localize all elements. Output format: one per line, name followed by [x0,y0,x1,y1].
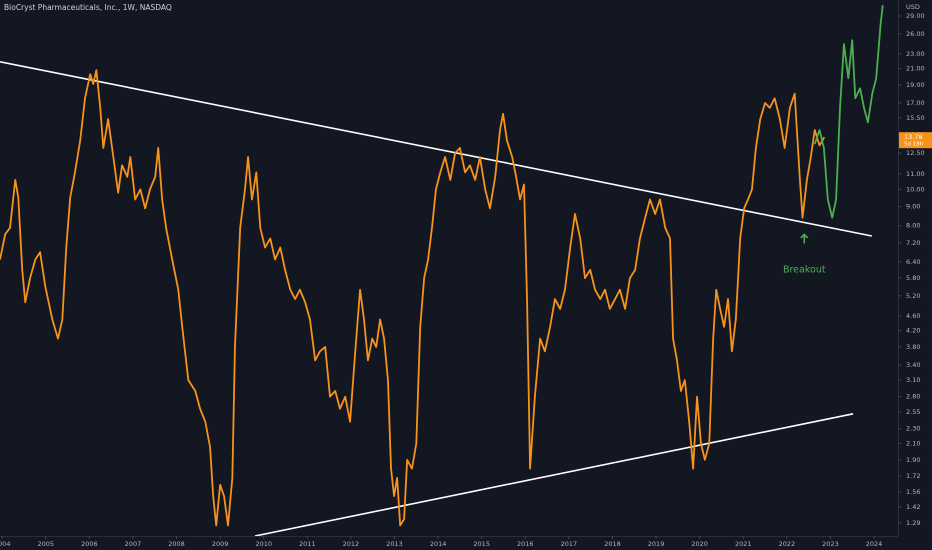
x-tick-label: 2015 [473,540,490,548]
y-unit: USD [906,3,920,11]
chart-title: BioCryst Pharmaceuticals, Inc., 1W, NASD… [4,3,172,12]
y-tick-label: 9.00 [906,203,920,211]
x-tick-label: 2017 [561,540,578,548]
y-tick-label: 7.20 [906,239,920,247]
y-tick-label: 29.00 [906,12,925,20]
x-tick-label: 2004 [0,540,10,548]
x-tick-label: 2012 [343,540,360,548]
x-tick-label: 2021 [735,540,752,548]
x-tick-label: 2018 [604,540,621,548]
y-tick-label: 11.00 [906,170,925,178]
annotation-arrow [800,233,809,244]
x-tick-label: 2009 [212,540,229,548]
x-tick-label: 2024 [866,540,883,548]
y-tick-label: 3.40 [906,361,920,369]
y-tick-label: 10.00 [906,185,925,193]
x-tick-label: 2022 [779,540,796,548]
x-tick-label: 2007 [125,540,142,548]
y-tick-label: 2.10 [906,440,920,448]
price-countdown: 5d 18h [904,142,924,148]
y-tick-label: 2.30 [906,425,920,433]
x-tick-label: 2023 [822,540,839,548]
x-tick-label: 2010 [255,540,272,548]
y-tick-label: 21.00 [906,65,925,73]
y-tick-label: 5.80 [906,274,920,282]
price-label-box [899,132,932,149]
x-tick-label: 2011 [299,540,316,548]
x-tick-label: 2019 [648,540,665,548]
trendline [0,60,872,237]
y-tick-label: 6.40 [906,258,920,266]
y-tick-label: 1.42 [906,503,920,511]
y-tick-label: 2.80 [906,393,920,401]
annotation: Breakout [783,264,826,275]
x-tick-label: 2013 [386,540,403,548]
y-tick-label: 4.60 [906,312,920,320]
x-tick-label: 2016 [517,540,534,548]
x-tick-label: 2005 [37,540,54,548]
y-tick-label: 19.00 [906,81,925,89]
y-tick-label: 4.20 [906,327,920,335]
y-tick-label: 8.00 [906,222,920,230]
x-tick-label: 2020 [691,540,708,548]
price-line [0,69,826,527]
y-tick-label: 2.55 [906,408,920,416]
y-tick-label: 26.00 [906,30,925,38]
price-line [813,5,884,219]
y-tick-label: 23.00 [906,50,925,58]
y-tick-label: 15.50 [906,114,925,122]
y-tick-label: 1.90 [906,456,920,464]
price-label: 13.78 [904,133,923,141]
x-tick-label: 2008 [168,540,185,548]
x-tick-label: 2006 [81,540,98,548]
trendline [254,413,854,536]
y-tick-label: 3.10 [906,376,920,384]
y-tick-label: 17.00 [906,99,925,107]
y-tick-label: 1.56 [906,488,920,496]
y-tick-label: 1.72 [906,472,920,480]
y-tick-label: 3.80 [906,343,920,351]
x-tick-label: 2014 [430,540,447,548]
y-tick-label: 1.29 [906,519,920,527]
y-tick-label: 12.50 [906,149,925,157]
y-tick-label: 5.20 [906,292,920,300]
